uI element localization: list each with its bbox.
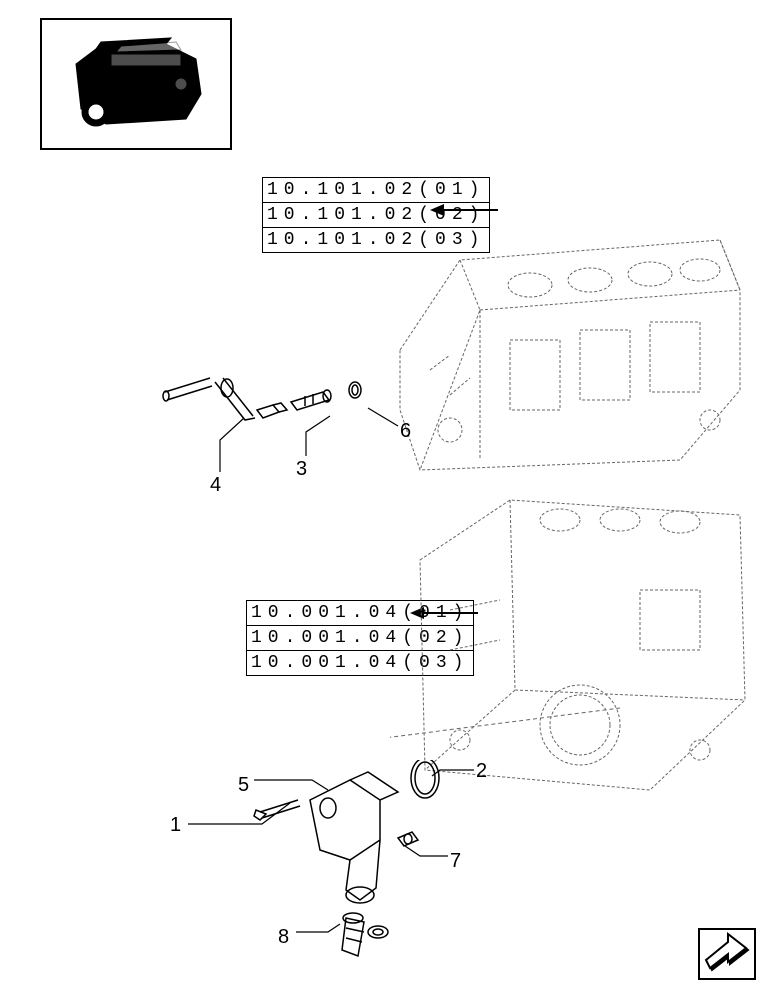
transfer-arrow-icon bbox=[702, 932, 752, 976]
callout-8: 8 bbox=[278, 926, 289, 949]
callout-7: 7 bbox=[450, 850, 461, 873]
callout-1: 1 bbox=[170, 814, 181, 837]
callout-4: 4 bbox=[210, 474, 221, 497]
leader-lines-layer bbox=[0, 0, 780, 1000]
callout-5: 5 bbox=[238, 774, 249, 797]
callout-3: 3 bbox=[296, 458, 307, 481]
callout-6: 6 bbox=[400, 420, 411, 443]
transfer-arrow-box bbox=[698, 928, 756, 980]
callout-2: 2 bbox=[476, 760, 487, 783]
